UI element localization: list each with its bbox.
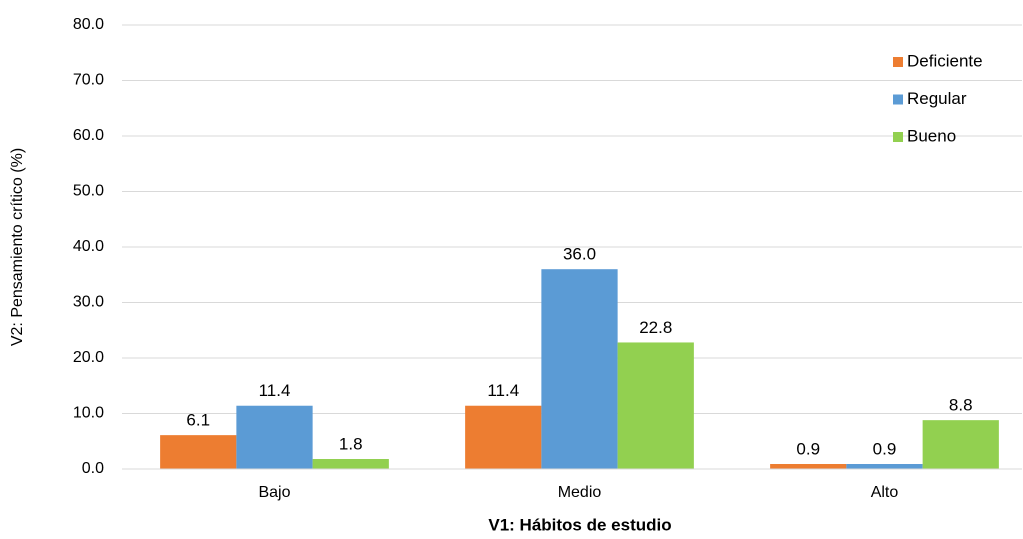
data-label: 36.0 [563, 245, 596, 264]
data-label: 0.9 [796, 439, 820, 458]
y-tick-label: 80.0 [73, 16, 104, 33]
x-tick-label: Bajo [258, 484, 290, 501]
bar [312, 459, 389, 469]
y-tick-label: 20.0 [73, 349, 104, 366]
x-axis-title: V1: Hábitos de estudio [488, 515, 671, 534]
legend-label: Deficiente [907, 51, 983, 70]
legend-swatch [893, 57, 903, 67]
data-label: 22.8 [639, 318, 672, 337]
data-label: 11.4 [259, 381, 291, 400]
legend-swatch [893, 132, 903, 142]
y-tick-label: 50.0 [73, 183, 104, 200]
bar [846, 464, 923, 469]
data-label: 0.9 [873, 439, 897, 458]
y-tick-label: 40.0 [73, 238, 104, 255]
y-tick-label: 10.0 [73, 405, 104, 422]
bar [770, 464, 847, 469]
y-axis-title: V2: Pensamiento crítico (%) [9, 148, 26, 346]
y-tick-label: 70.0 [73, 72, 104, 89]
bar [922, 420, 999, 469]
legend-label: Regular [907, 89, 967, 108]
legend-swatch [893, 94, 903, 105]
bar [160, 435, 237, 469]
bar [541, 269, 618, 469]
legend-label: Bueno [907, 126, 956, 145]
x-tick-label: Alto [871, 484, 899, 501]
bar [465, 405, 542, 469]
bar [236, 405, 313, 469]
data-label: 8.8 [949, 396, 973, 415]
data-label: 6.1 [186, 411, 210, 430]
x-tick-label: Medio [558, 484, 602, 501]
bar [617, 342, 694, 469]
data-label: 11.4 [487, 381, 519, 400]
y-tick-label: 60.0 [73, 127, 104, 144]
y-tick-label: 30.0 [73, 294, 104, 311]
data-label: 1.8 [339, 434, 363, 453]
y-tick-label: 0.0 [82, 460, 104, 477]
